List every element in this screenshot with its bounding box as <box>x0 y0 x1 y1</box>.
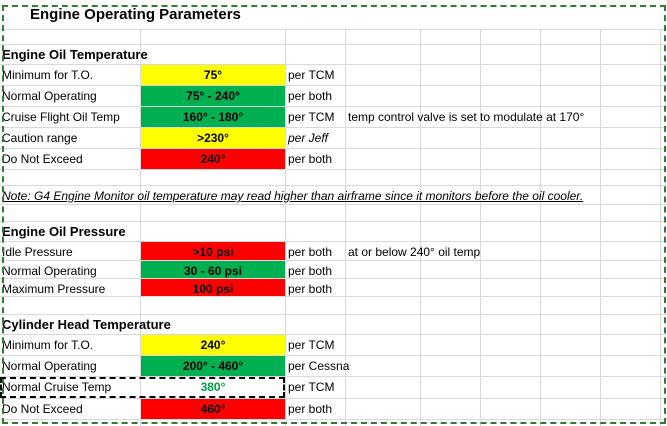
source: per both <box>288 89 333 103</box>
parameter-value: 200° - 460° <box>141 356 285 376</box>
parameter-value: 240° <box>141 335 285 355</box>
parameter-label: Normal Operating <box>2 264 97 278</box>
source: per TCM <box>288 380 335 394</box>
sheet-row: Minimum for T.O. 75° per TCM <box>0 65 667 86</box>
sheet-row: Caution range >230° per Jeff <box>0 128 667 149</box>
source: per Cessna <box>288 359 350 373</box>
source: per both <box>288 245 333 259</box>
grid-line <box>345 30 346 426</box>
section-heading: Engine Oil Pressure <box>2 224 126 239</box>
grid-line <box>600 30 601 426</box>
sheet-row: Normal Operating 200° - 460° per Cessna <box>0 356 667 377</box>
sheet-row: Engine Oil Pressure <box>0 222 667 242</box>
parameter-value: >230° <box>141 128 285 148</box>
grid-line <box>540 30 541 426</box>
source: per Jeff <box>288 131 329 145</box>
parameter-label: Normal Operating <box>2 359 97 373</box>
sheet-row <box>0 297 667 315</box>
sheet-title: Engine Operating Parameters <box>30 6 241 23</box>
sheet-row: Normal Cruise Temp 380° per TCM <box>0 377 667 399</box>
sheet-row: Note: G4 Engine Monitor oil temperature … <box>0 186 667 205</box>
parameter-label: Cruise Flight Oil Temp <box>2 110 120 124</box>
parameter-label: Minimum for T.O. <box>2 338 94 352</box>
sheet-row: Do Not Exceed 240° per both <box>0 149 667 170</box>
parameter-label: Maximum Pressure <box>2 282 106 296</box>
parameter-label: Normal Operating <box>2 89 97 103</box>
source: per both <box>288 402 333 416</box>
sheet-row: Minimum for T.O. 240° per TCM <box>0 335 667 356</box>
sheet-row: Engine Oil Temperature <box>0 45 667 65</box>
parameter-value: 240° <box>141 149 285 169</box>
section-heading: Engine Oil Temperature <box>2 47 148 62</box>
source: per TCM <box>288 338 335 352</box>
sheet-row: Maximum Pressure 100 psi per both <box>0 279 667 297</box>
parameter-label: Normal Cruise Temp <box>2 380 112 394</box>
parameter-value: 30 - 60 psi <box>141 261 285 278</box>
sheet-row <box>0 205 667 222</box>
parameter-label: Do Not Exceed <box>2 152 83 166</box>
grid-line <box>480 30 481 426</box>
grid-line <box>285 30 286 426</box>
source: per TCM <box>288 68 335 82</box>
sheet-row: Normal Operating 75° - 240° per both <box>0 86 667 107</box>
grid-line <box>660 30 661 426</box>
parameter-value: 75° - 240° <box>141 86 285 106</box>
comment: at or below 240° oil temp <box>348 245 481 259</box>
grid-line <box>420 30 421 426</box>
sheet-row: Cruise Flight Oil Temp 160° - 180° per TCM… <box>0 107 667 128</box>
parameter-label: Caution range <box>2 131 78 145</box>
sheet-row: Do Not Exceed 460° per both <box>0 399 667 420</box>
sheet-row: Engine Operating Parameters <box>0 0 667 30</box>
source: per both <box>288 152 333 166</box>
parameter-value: 160° - 180° <box>141 107 285 127</box>
note: Note: G4 Engine Monitor oil temperature … <box>2 189 584 203</box>
parameter-label: Do Not Exceed <box>2 402 83 416</box>
section-heading: Cylinder Head Temperature <box>2 317 171 332</box>
sheet-row <box>0 30 667 45</box>
parameter-value: 460° <box>141 399 285 419</box>
parameter-value: >10 psi <box>141 242 285 260</box>
grid-line <box>140 30 141 426</box>
sheet-row: Normal Operating 30 - 60 psi per both <box>0 261 667 279</box>
parameter-value: 75° <box>141 65 285 85</box>
sheet-row: Cylinder Head Temperature <box>0 315 667 335</box>
parameter-label: Idle Pressure <box>2 245 73 259</box>
parameter-value: 100 psi <box>141 279 285 296</box>
source: per both <box>288 264 333 278</box>
parameter-value: 380° <box>141 377 285 398</box>
parameter-label: Minimum for T.O. <box>2 68 94 82</box>
source: per TCM <box>288 110 335 124</box>
source: per both <box>288 282 333 296</box>
sheet-row: Idle Pressure >10 psi per both at or below … <box>0 242 667 261</box>
comment: temp control valve is set to modulate at… <box>348 110 585 124</box>
sheet-row <box>0 170 667 186</box>
